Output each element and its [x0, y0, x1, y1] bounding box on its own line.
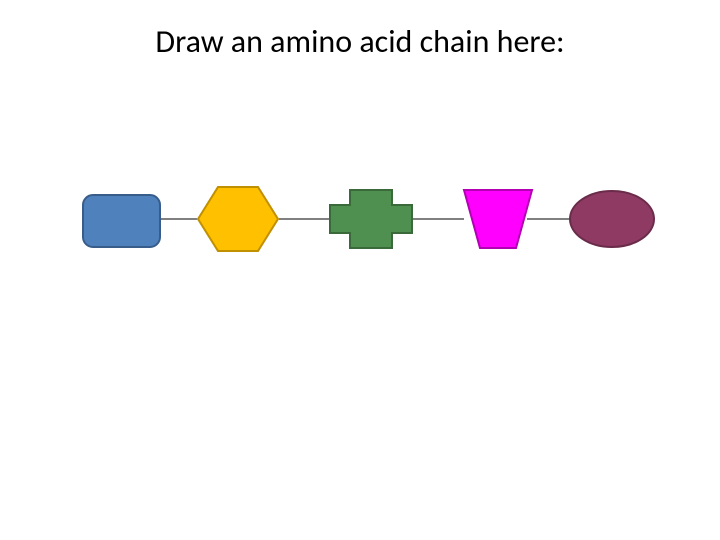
amino-acid-chain-diagram	[0, 0, 720, 540]
shape-ellipse	[570, 191, 654, 247]
shape-hexagon	[198, 187, 278, 251]
shape-rounded-rect	[83, 195, 160, 247]
shape-trapezoid	[464, 190, 532, 248]
shape-cross	[330, 190, 412, 248]
